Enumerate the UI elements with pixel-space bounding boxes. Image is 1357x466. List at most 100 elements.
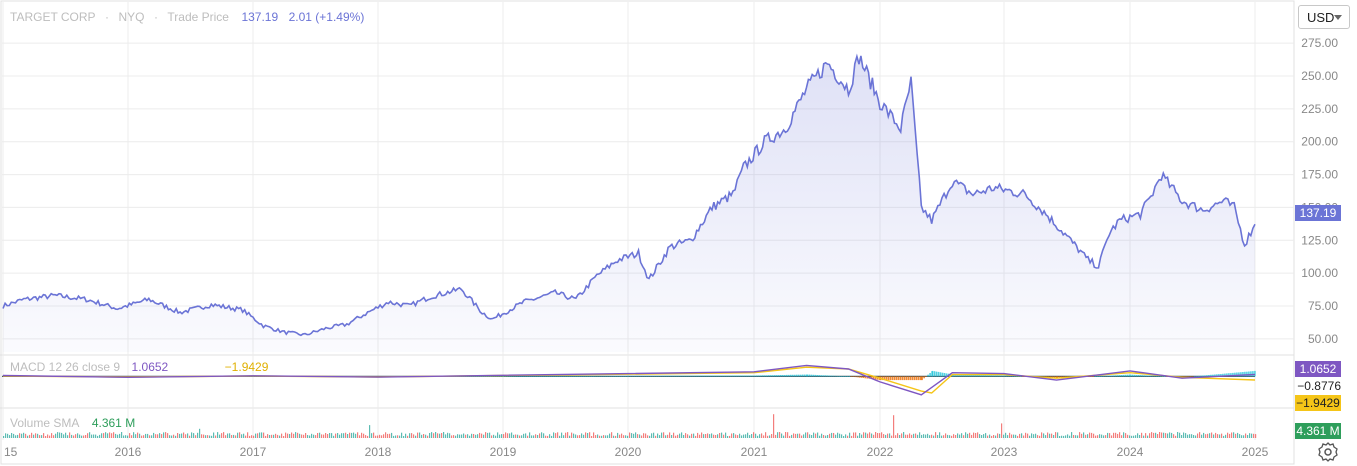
volume-bar <box>147 433 149 438</box>
volume-bar <box>95 434 97 438</box>
macd-histogram-bar <box>968 374 970 377</box>
macd-histogram-bar <box>900 376 902 381</box>
volume-bar <box>1173 434 1175 438</box>
currency-select[interactable]: USD <box>1298 5 1350 29</box>
volume-bar <box>213 432 215 438</box>
macd-histogram-bar <box>541 376 543 377</box>
macd-histogram-bar <box>678 375 680 377</box>
volume-bar <box>993 435 995 438</box>
macd-histogram-bar <box>644 375 646 377</box>
macd-histogram-bar <box>774 375 776 377</box>
macd-histogram-bar <box>494 376 496 377</box>
volume-bar <box>379 434 381 438</box>
volume-bar <box>1091 432 1093 438</box>
volume-bar <box>65 432 67 438</box>
volume-bar <box>345 432 347 438</box>
volume-bar <box>313 434 315 438</box>
macd-histogram-bar <box>954 374 956 377</box>
volume-bar <box>373 432 375 438</box>
volume-bar <box>339 434 341 438</box>
volume-bar <box>165 432 167 438</box>
macd-histogram-bar <box>589 376 591 377</box>
volume-bar <box>1033 434 1035 438</box>
macd-histogram-bar <box>728 375 730 377</box>
volume-bar <box>453 435 455 438</box>
volume-bar <box>519 435 521 438</box>
price-series-line <box>2 53 1256 337</box>
volume-bar <box>183 432 185 438</box>
macd-histogram-bar <box>1148 375 1150 377</box>
volume-bar <box>481 433 483 438</box>
volume-bar <box>105 432 107 438</box>
volume-bar <box>297 432 299 438</box>
macd-histogram-bar <box>1238 372 1240 377</box>
volume-bar <box>665 435 667 438</box>
volume-bar <box>1159 432 1161 438</box>
volume-bar <box>1147 435 1149 438</box>
volume-bar <box>929 435 931 438</box>
volume-bar <box>3 436 5 438</box>
volume-bar <box>225 435 227 438</box>
macd-histogram-bar <box>652 375 654 377</box>
volume-bar <box>605 435 607 438</box>
macd-histogram-bar <box>780 375 782 377</box>
macd-histogram-bar <box>812 374 815 377</box>
macd-histogram-bar <box>476 376 478 377</box>
volume-bar <box>853 432 855 438</box>
settings-gear-icon[interactable] <box>1316 440 1340 464</box>
volume-bar <box>629 432 631 438</box>
macd-histogram-bar <box>1004 375 1006 377</box>
volume-bar <box>241 434 243 438</box>
macd-histogram-bar <box>974 375 976 377</box>
volume-bar <box>499 434 501 438</box>
macd-histogram-bar <box>906 376 908 381</box>
volume-bar <box>1081 433 1083 438</box>
volume-bar <box>103 433 105 438</box>
volume-bar <box>483 434 485 438</box>
macd-histogram-bar <box>533 376 535 377</box>
volume-bar <box>207 435 209 438</box>
macd-histogram-bar <box>1154 375 1156 377</box>
volume-bar <box>943 435 945 438</box>
volume-bar <box>1051 433 1053 438</box>
macd-histogram-bar <box>648 375 650 377</box>
macd-histogram-bar <box>935 371 938 377</box>
macd-histogram-bar <box>960 374 962 377</box>
macd-histogram-bar <box>1058 376 1061 379</box>
macd-histogram-bar <box>984 375 986 377</box>
volume-bar <box>517 434 519 438</box>
volume-bar <box>543 433 545 438</box>
volume-bar <box>493 434 495 438</box>
volume-bar <box>71 434 73 438</box>
volume-bar <box>509 433 511 438</box>
macd-histogram-bar <box>794 374 796 377</box>
macd-histogram-bar <box>860 376 863 378</box>
volume-bar <box>181 433 183 438</box>
volume-bar <box>671 435 673 438</box>
volume-bar <box>533 435 535 438</box>
time-axis-tick-label: 2019 <box>490 445 517 459</box>
macd-histogram-bar <box>696 375 698 377</box>
volume-bar <box>635 432 637 438</box>
volume-bar <box>1205 434 1207 438</box>
volume-bar <box>327 434 329 438</box>
macd-histogram-bar <box>1212 374 1214 377</box>
volume-bar <box>653 432 655 438</box>
macd-histogram-bar <box>762 375 764 377</box>
volume-bar <box>529 432 531 438</box>
volume-bar <box>989 434 991 438</box>
volume-bar <box>443 432 445 438</box>
volume-bar <box>1079 432 1081 438</box>
volume-bar <box>537 435 539 438</box>
volume-bar <box>231 435 233 438</box>
volume-bar <box>441 433 443 438</box>
volume-bar <box>1053 435 1055 438</box>
volume-bar <box>1071 432 1073 438</box>
macd-histogram-bar <box>513 376 515 377</box>
volume-bar <box>201 434 203 438</box>
volume-bar <box>741 435 743 438</box>
macd-histogram-bar <box>746 375 748 377</box>
volume-bar <box>77 433 79 438</box>
volume-bar <box>837 432 839 438</box>
